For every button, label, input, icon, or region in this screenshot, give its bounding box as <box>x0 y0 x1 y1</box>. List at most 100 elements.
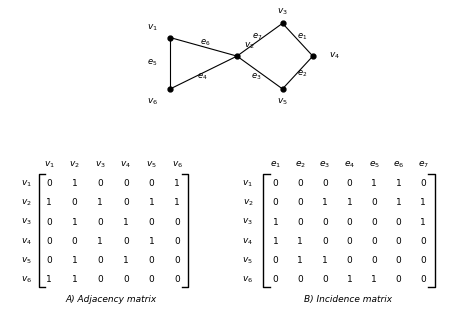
Text: $v_{4}$: $v_{4}$ <box>21 236 32 247</box>
Text: 1: 1 <box>46 275 52 284</box>
Text: $e_{2}$: $e_{2}$ <box>297 69 307 79</box>
Text: $v_{4}$: $v_{4}$ <box>242 236 254 247</box>
Text: 1: 1 <box>346 198 352 207</box>
Text: 1: 1 <box>149 198 155 207</box>
Text: 0: 0 <box>97 218 103 227</box>
Text: $v_{2}$: $v_{2}$ <box>21 197 32 208</box>
Text: 1: 1 <box>123 218 129 227</box>
Text: 0: 0 <box>322 218 328 227</box>
Text: 0: 0 <box>46 256 52 265</box>
Text: B) Incidence matrix: B) Incidence matrix <box>304 295 392 304</box>
Text: 0: 0 <box>123 237 129 246</box>
Text: 0: 0 <box>46 218 52 227</box>
Text: 1: 1 <box>72 275 78 284</box>
Text: 1: 1 <box>322 198 328 207</box>
Text: $e_{2}$: $e_{2}$ <box>295 159 306 170</box>
Text: 1: 1 <box>72 256 78 265</box>
Text: 0: 0 <box>371 218 377 227</box>
Text: 0: 0 <box>346 256 352 265</box>
Text: $v_{2}$: $v_{2}$ <box>243 197 253 208</box>
Text: 1: 1 <box>123 256 129 265</box>
Text: 0: 0 <box>273 275 278 284</box>
Text: $e_{6}$: $e_{6}$ <box>200 37 210 48</box>
Text: 0: 0 <box>420 237 426 246</box>
Text: 0: 0 <box>322 237 328 246</box>
Text: 1: 1 <box>396 179 401 188</box>
Text: $e_{1}$: $e_{1}$ <box>297 32 307 42</box>
Text: 0: 0 <box>149 275 155 284</box>
Text: 0: 0 <box>72 237 78 246</box>
Text: $e_{5}$: $e_{5}$ <box>368 159 380 170</box>
Text: 1: 1 <box>420 198 426 207</box>
Text: 0: 0 <box>396 275 401 284</box>
Text: $v_{4}$: $v_{4}$ <box>328 51 339 61</box>
Text: 1: 1 <box>346 275 352 284</box>
Text: 0: 0 <box>396 237 401 246</box>
Text: 1: 1 <box>72 179 78 188</box>
Text: 0: 0 <box>371 256 377 265</box>
Text: 0: 0 <box>371 237 377 246</box>
Text: 0: 0 <box>322 275 328 284</box>
Text: 0: 0 <box>297 179 303 188</box>
Text: 0: 0 <box>273 198 278 207</box>
Text: $v_{3}$: $v_{3}$ <box>277 7 288 17</box>
Text: 1: 1 <box>297 237 303 246</box>
Text: $v_{1}$: $v_{1}$ <box>21 178 32 189</box>
Text: $e_{3}$: $e_{3}$ <box>252 72 262 82</box>
Text: 0: 0 <box>46 179 52 188</box>
Text: $v_{2}$: $v_{2}$ <box>69 159 80 170</box>
Text: 0: 0 <box>322 179 328 188</box>
Text: $v_{6}$: $v_{6}$ <box>172 159 182 170</box>
Text: 1: 1 <box>322 256 328 265</box>
Text: 1: 1 <box>72 218 78 227</box>
Text: 0: 0 <box>174 237 180 246</box>
Text: 1: 1 <box>273 237 278 246</box>
Text: 0: 0 <box>123 179 129 188</box>
Text: $e_{3}$: $e_{3}$ <box>319 159 330 170</box>
Text: 1: 1 <box>97 198 103 207</box>
Text: $v_{6}$: $v_{6}$ <box>242 275 254 285</box>
Text: 0: 0 <box>46 237 52 246</box>
Text: 0: 0 <box>97 179 103 188</box>
Text: 0: 0 <box>396 256 401 265</box>
Text: $v_{1}$: $v_{1}$ <box>146 22 157 33</box>
Text: 1: 1 <box>273 218 278 227</box>
Text: 0: 0 <box>174 256 180 265</box>
Text: 1: 1 <box>149 237 155 246</box>
Text: $v_{5}$: $v_{5}$ <box>243 255 253 266</box>
Text: $e_{1}$: $e_{1}$ <box>270 159 281 170</box>
Text: 0: 0 <box>149 218 155 227</box>
Text: $v_{1}$: $v_{1}$ <box>243 178 253 189</box>
Text: 0: 0 <box>123 198 129 207</box>
Text: 1: 1 <box>420 218 426 227</box>
Text: 0: 0 <box>420 275 426 284</box>
Text: 0: 0 <box>72 198 78 207</box>
Text: 0: 0 <box>297 275 303 284</box>
Text: $v_{5}$: $v_{5}$ <box>277 96 288 107</box>
Text: 1: 1 <box>297 256 303 265</box>
Text: 0: 0 <box>97 275 103 284</box>
Text: $e_{7}$: $e_{7}$ <box>252 32 262 42</box>
Text: 1: 1 <box>371 275 377 284</box>
Text: 0: 0 <box>149 256 155 265</box>
Text: 0: 0 <box>420 179 426 188</box>
Text: 1: 1 <box>46 198 52 207</box>
Text: 1: 1 <box>396 198 401 207</box>
Text: $v_{3}$: $v_{3}$ <box>95 159 106 170</box>
Text: 1: 1 <box>174 198 180 207</box>
Text: $v_{2}$: $v_{2}$ <box>244 41 255 51</box>
Text: 0: 0 <box>346 237 352 246</box>
Text: $e_{7}$: $e_{7}$ <box>418 159 429 170</box>
Text: $v_{3}$: $v_{3}$ <box>243 217 253 227</box>
Text: $v_{1}$: $v_{1}$ <box>44 159 55 170</box>
Text: $v_{3}$: $v_{3}$ <box>21 217 32 227</box>
Text: 0: 0 <box>420 256 426 265</box>
Text: $e_{4}$: $e_{4}$ <box>197 72 208 82</box>
Text: $v_{5}$: $v_{5}$ <box>146 159 157 170</box>
Text: 0: 0 <box>149 179 155 188</box>
Text: $v_{4}$: $v_{4}$ <box>120 159 131 170</box>
Text: $v_{6}$: $v_{6}$ <box>146 96 157 107</box>
Text: 0: 0 <box>174 275 180 284</box>
Text: 0: 0 <box>346 179 352 188</box>
Text: $e_{4}$: $e_{4}$ <box>344 159 355 170</box>
